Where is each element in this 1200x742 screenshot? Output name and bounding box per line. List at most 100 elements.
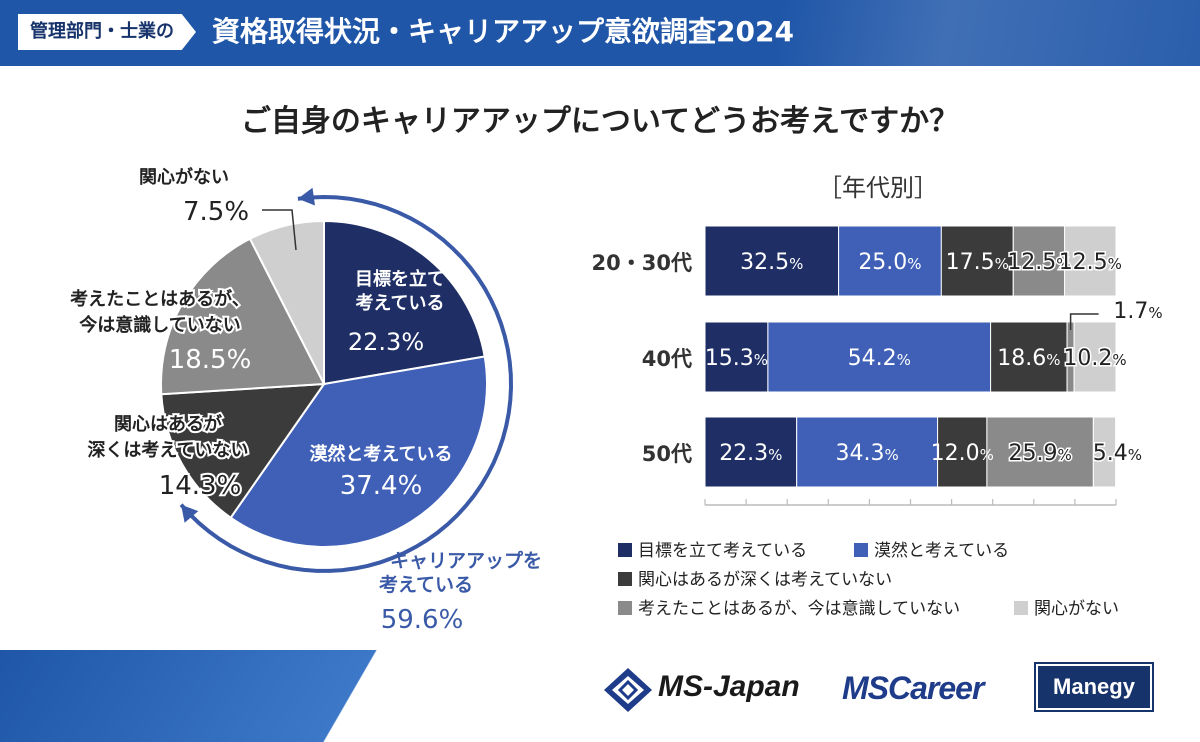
bar-value-unit: %	[884, 446, 898, 464]
pie-slice	[323, 219, 486, 386]
bar-value-label: 18.6%	[997, 346, 1060, 371]
row-label: 50代	[642, 442, 692, 466]
legend-swatch	[618, 543, 632, 557]
bar-segment	[704, 321, 769, 393]
bar-value-unit: %	[897, 351, 911, 369]
pie-label: 59.6%	[381, 605, 464, 635]
bar-value-number: 17.5	[946, 250, 995, 275]
pie-label: 考えている	[355, 292, 444, 314]
bar-value-unit: %	[789, 255, 803, 273]
bar-value-number: 5.4	[1093, 441, 1128, 466]
legend-item: 考えたことはあるが、今は意識していない	[618, 594, 960, 619]
header-decoration	[780, 0, 1200, 66]
pie-slice	[229, 355, 488, 548]
age-group-subtitle: ［年代別］	[818, 174, 938, 202]
bar-value-label: 12.5%	[1059, 250, 1122, 275]
leader-line	[262, 209, 297, 251]
bar-segment	[986, 416, 1094, 488]
bar-value-unit: %	[1128, 446, 1142, 464]
bar-value-label: 12.0%	[931, 441, 994, 466]
bar-value-label: 25.0%	[858, 250, 921, 275]
bar-value-number: 34.3	[836, 441, 885, 466]
bar-value-label: 17.5%	[946, 250, 1009, 275]
legend-label: 関心はあるが深くは考えていない	[638, 570, 893, 590]
pie-label: 深くは考えていない	[87, 439, 248, 461]
bar-value-number: 25.0	[858, 250, 907, 275]
mscareer-logo: MSCareer	[842, 670, 984, 706]
pie-label: 目標を立て	[355, 268, 445, 290]
row-label: 20・30代	[592, 251, 692, 275]
pie-label: 14.3%	[159, 471, 242, 501]
bar-value-number: 10.2	[1063, 346, 1112, 371]
question-title: ご自身のキャリアアップについてどうお考えですか？	[240, 104, 960, 139]
bar-value-label: 10.2%	[1063, 346, 1126, 371]
survey-tag: 管理部門・士業の	[18, 14, 196, 50]
legend-swatch	[618, 572, 632, 586]
bar-segment	[1064, 225, 1117, 297]
pie-slice	[248, 219, 325, 385]
survey-title: 資格取得状況・キャリアアップ意欲調査2024	[212, 15, 794, 48]
bar-value-unit: %	[754, 351, 768, 369]
bar-segment	[767, 321, 992, 393]
legend-swatch	[1014, 601, 1028, 615]
pie-slice	[160, 382, 327, 520]
legend-label: 目標を立て考えている	[638, 541, 808, 561]
pie-label: 今は意識していない	[79, 314, 240, 336]
pie-label: 18.5%	[169, 345, 252, 375]
bar-value-unit: %	[980, 446, 994, 464]
pie-label: 関心がない	[139, 166, 229, 188]
pie-label: 7.5%	[183, 197, 249, 227]
arrow-head-icon	[181, 504, 199, 523]
bar-value-label: 15.3%	[705, 346, 768, 371]
msjapan-logo-icon	[604, 668, 652, 712]
legend-item: 漠然と考えている	[854, 536, 1009, 561]
bar-value-number: 25.9	[1009, 441, 1058, 466]
bar-value-number: 15.3	[705, 346, 754, 371]
pie-slice	[159, 237, 326, 396]
pie-label: 37.4%	[340, 471, 423, 501]
bar-value-number: 1.7	[1113, 299, 1148, 324]
bar-value-number: 32.5	[740, 250, 789, 275]
bar-value-number: 12.5	[1007, 250, 1056, 275]
arrow-arc	[179, 194, 514, 573]
bar-segment	[704, 416, 798, 488]
legend-label: 漠然と考えている	[874, 541, 1010, 561]
legend-swatch	[854, 543, 868, 557]
bar-value-number: 54.2	[848, 346, 897, 371]
bar-value-unit: %	[1046, 351, 1060, 369]
bar-value-unit: %	[1108, 255, 1122, 273]
pie-label: 22.3%	[348, 328, 424, 356]
row-label: 40代	[642, 347, 692, 371]
bar-value-unit: %	[995, 255, 1009, 273]
bar-value-unit: %	[1058, 446, 1072, 464]
bar-value-label: 1.7%	[1113, 299, 1162, 324]
arrow-head-icon	[297, 187, 315, 206]
bar-value-unit: %	[1112, 351, 1126, 369]
pie-label: 考えたことはあるが、	[70, 288, 250, 310]
bar-value-label: 54.2%	[848, 346, 911, 371]
bar-value-label: 22.3%	[719, 441, 782, 466]
bar-value-number: 22.3	[719, 441, 768, 466]
bar-segment	[1073, 321, 1117, 393]
bar-value-unit: %	[1056, 255, 1070, 273]
bar-value-label: 5.4%	[1093, 441, 1142, 466]
bar-value-unit: %	[907, 255, 921, 273]
bar-segment	[838, 225, 942, 297]
bar-value-unit: %	[1148, 304, 1162, 322]
leader-line	[1069, 313, 1099, 330]
bar-segment	[1012, 225, 1066, 297]
bar-value-label: 25.9%	[1009, 441, 1072, 466]
legend-item: 関心はあるが深くは考えていない	[618, 565, 892, 590]
pie-chart: 目標を立て考えている 22.3% 漠然と考えている 37.4% 関心はあるが深くは考えて…	[68, 166, 542, 635]
manegy-logo: Manegy	[1034, 662, 1154, 712]
header-bar: 管理部門・士業の 資格取得状況・キャリアアップ意欲調査2024	[0, 0, 1200, 66]
pie-label: 漠然と考えている	[309, 443, 452, 465]
msjapan-logo: MS-Japan	[658, 670, 800, 703]
legend-swatch	[618, 601, 632, 615]
bottom-decoration	[0, 650, 1200, 742]
legend-label: 関心がない	[1034, 599, 1119, 619]
legend-item: 目標を立て考えている	[618, 536, 807, 561]
legend-item: 関心がない	[1014, 594, 1119, 619]
